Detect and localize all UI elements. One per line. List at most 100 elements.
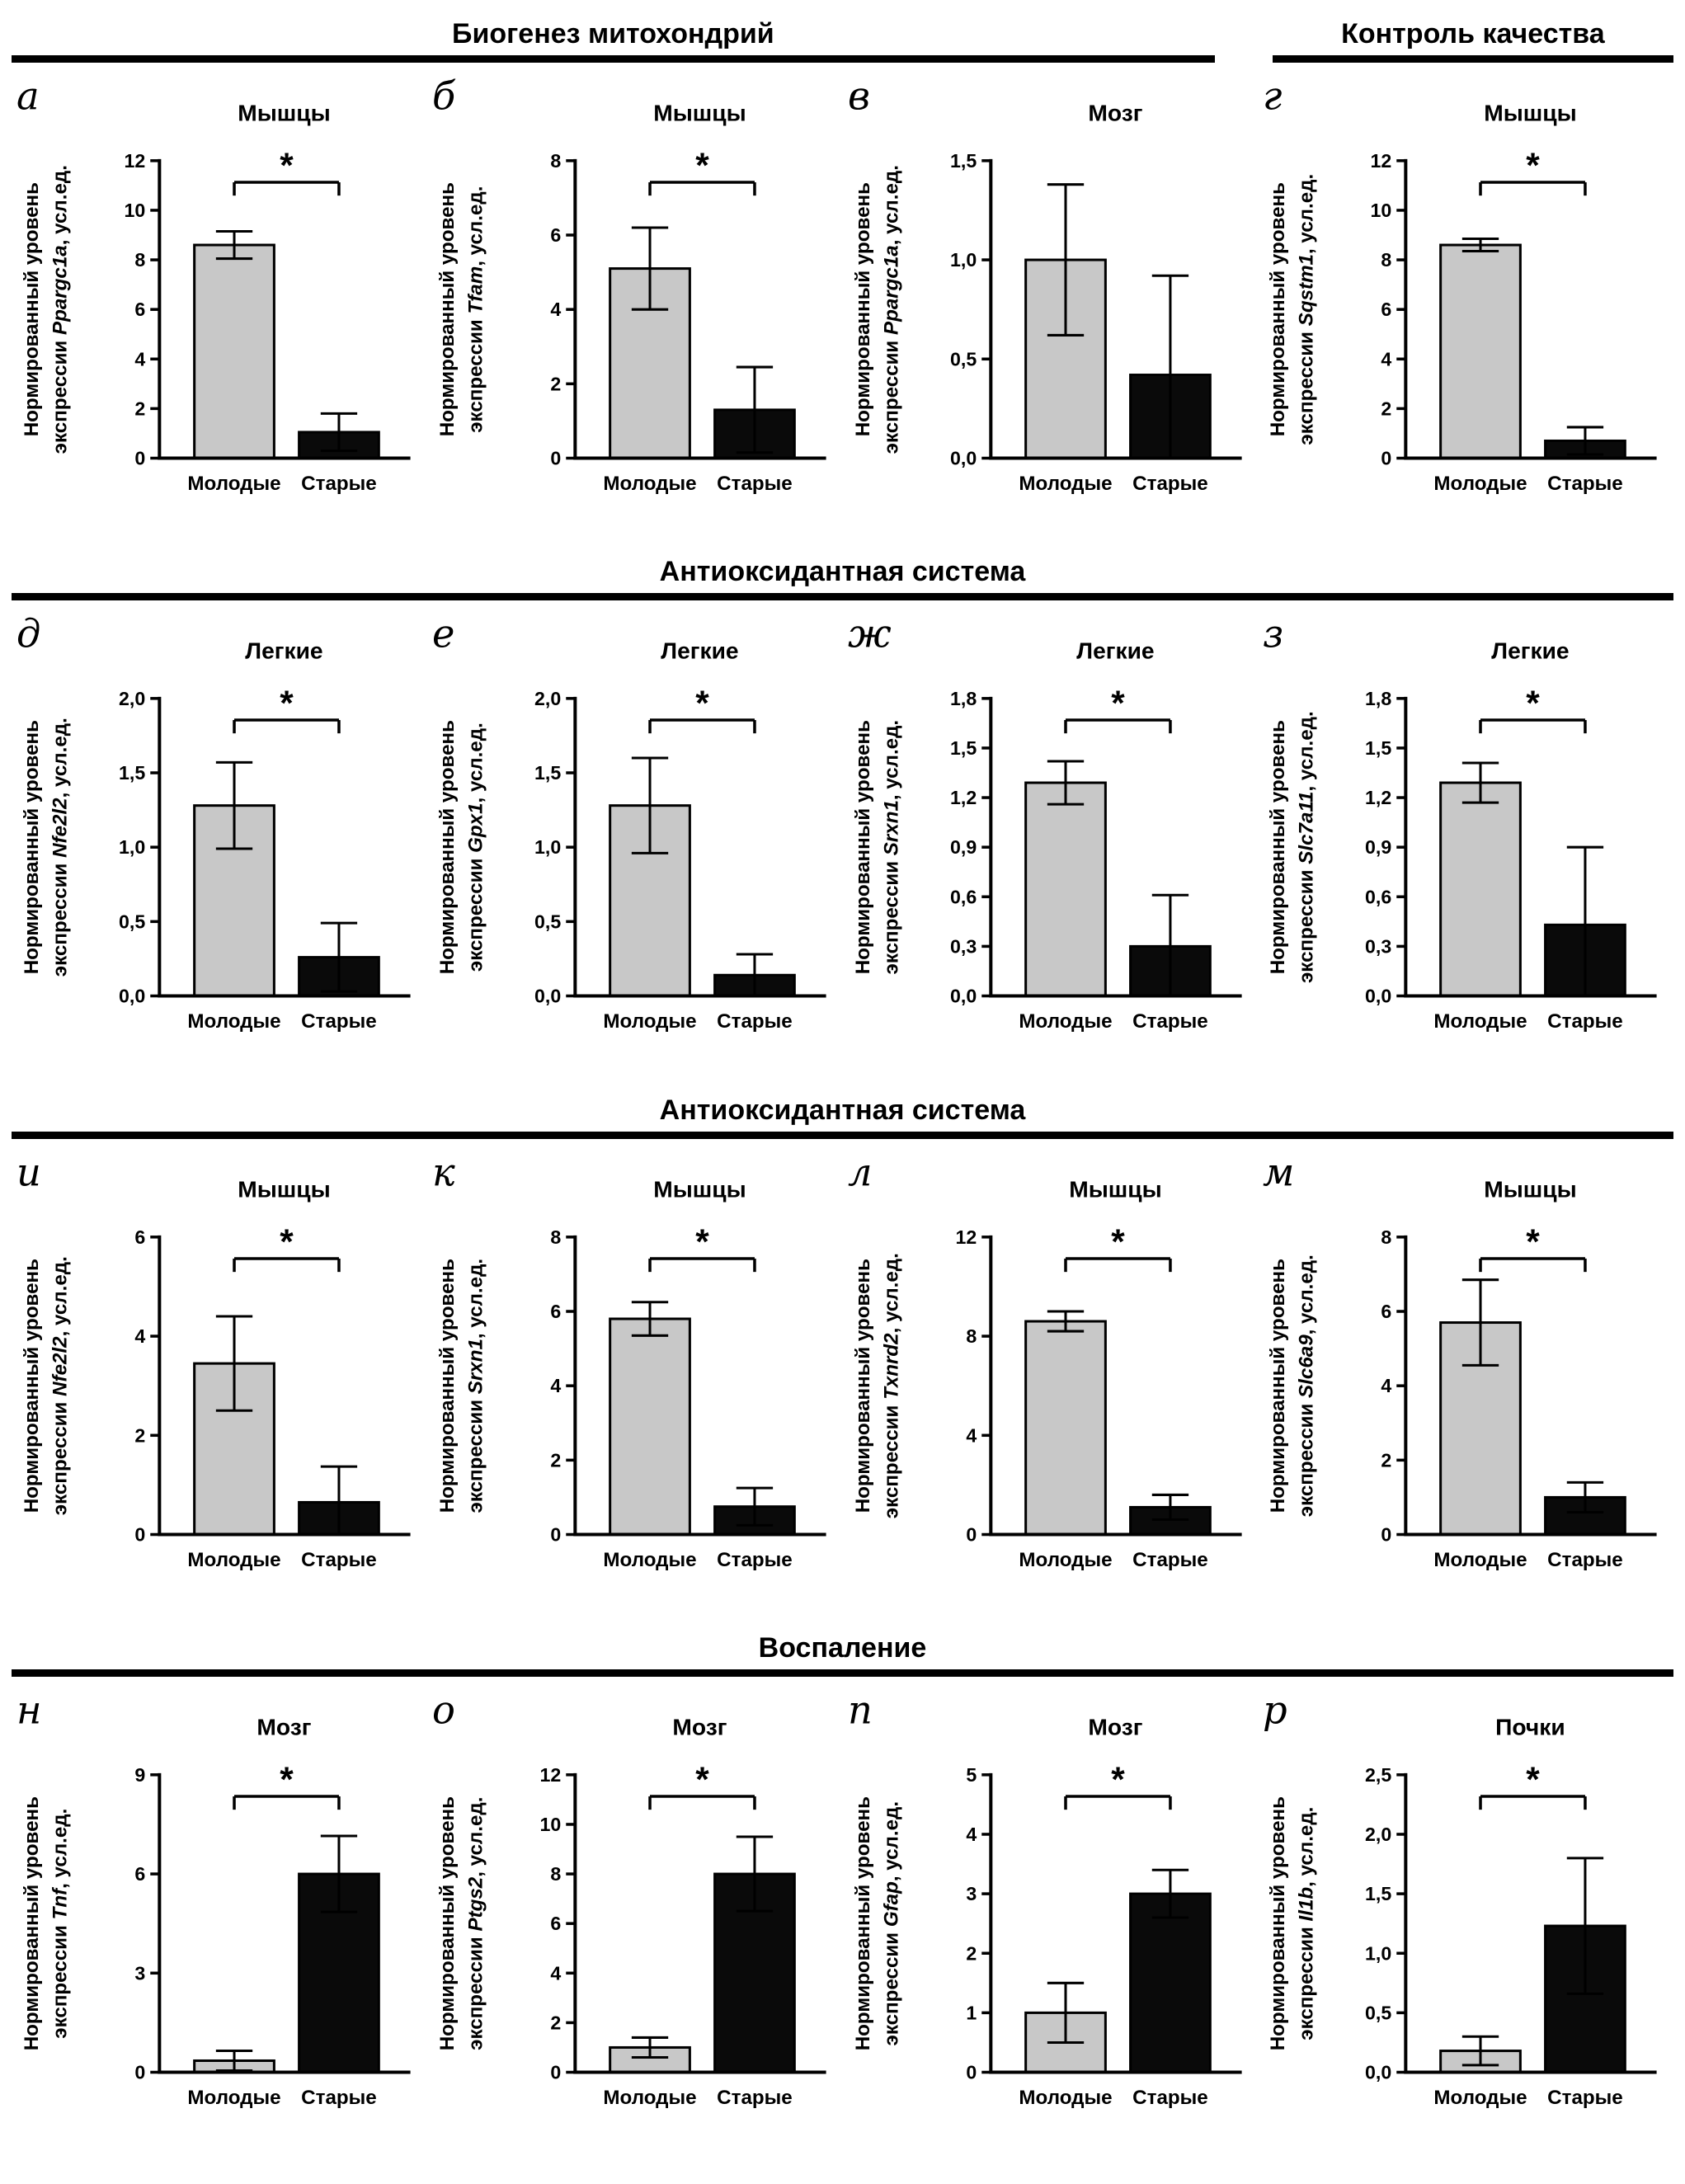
- y-tick-label: 4: [966, 1424, 977, 1446]
- y-tick-label: 2: [1381, 1449, 1392, 1471]
- x-category-label: Молодые: [1019, 2087, 1112, 2109]
- y-tick-label: 12: [1371, 150, 1392, 172]
- y-tick-label: 4: [966, 1824, 977, 1845]
- x-category-label: Молодые: [1434, 473, 1527, 495]
- section-1-block-main: Биогенез митохондрий: [12, 18, 1215, 64]
- bar-young: [1024, 781, 1107, 998]
- chart-title: Мышцы: [238, 1175, 330, 1202]
- y-tick-label: 4: [1381, 1375, 1392, 1396]
- y-axis-label-line1: Нормированный уровень: [21, 721, 43, 975]
- chart-panel-n: н Мозг Нормированный уровень экспрессии Tnf…: [12, 1682, 427, 2157]
- y-tick-label: 1,0: [534, 837, 561, 859]
- y-axis-label-line1: Нормированный уровень: [852, 721, 874, 975]
- significance-asterisk: *: [1526, 1222, 1540, 1261]
- y-tick-label: 6: [134, 1863, 145, 1885]
- y-tick-label: 0: [134, 448, 145, 469]
- x-category-label: Молодые: [603, 2087, 696, 2109]
- bar-chart: м Мышцы Нормированный уровень экспрессии Sl…: [1263, 1150, 1657, 1571]
- y-tick-label: 8: [550, 1863, 561, 1885]
- x-category-label: Молодые: [1019, 1010, 1112, 1033]
- y-axis-label-line2: экспрессии Sqstm1, усл.ед.: [1296, 174, 1318, 445]
- chart-title: Мышцы: [1484, 100, 1576, 126]
- charts-row-2: д Легкие Нормированный уровень экспрессии N…: [12, 605, 1673, 1080]
- section-header-1: Биогенез митохондрий Контроль качества: [12, 18, 1673, 64]
- y-tick-label: 0: [550, 448, 561, 469]
- bar-young: [1024, 1320, 1107, 1536]
- y-axis-label-line1: Нормированный уровень: [1267, 1259, 1289, 1513]
- section-rule: [12, 593, 1673, 601]
- y-tick-label: 3: [134, 1963, 145, 1984]
- y-tick-label: 1,8: [950, 688, 977, 709]
- y-axis-label-line2: экспрессии Slc6a9, усл.ед.: [1296, 1254, 1318, 1517]
- y-axis-label-line1: Нормированный уровень: [21, 1259, 43, 1513]
- chart-panel-i: и Мышцы Нормированный уровень экспрессии Nf…: [12, 1144, 427, 1619]
- x-category-label: Молодые: [603, 1549, 696, 1571]
- x-category-label: Молодые: [603, 473, 696, 495]
- y-axis-label-line1: Нормированный уровень: [1267, 1796, 1289, 2050]
- y-tick-label: 0,6: [1365, 887, 1391, 908]
- y-tick-label: 0,0: [534, 986, 561, 1007]
- bar-young: [1439, 781, 1523, 998]
- y-tick-label: 8: [550, 150, 561, 172]
- y-axis-label-line1: Нормированный уровень: [21, 1796, 43, 2050]
- panel-letter: б: [432, 73, 456, 118]
- chart-title: Легкие: [1076, 638, 1154, 664]
- section-rule: [12, 1669, 1673, 1678]
- x-category-label: Старые: [301, 1549, 377, 1571]
- y-tick-label: 2,0: [1365, 1824, 1391, 1845]
- panel-letter: к: [432, 1150, 455, 1194]
- section-4-block: Воспаление: [12, 1632, 1673, 1678]
- section-rule: [12, 1131, 1673, 1139]
- x-category-label: Старые: [1132, 1010, 1208, 1033]
- y-tick-label: 5: [966, 1764, 977, 1786]
- y-tick-label: 8: [966, 1325, 977, 1347]
- x-category-label: Старые: [1547, 1549, 1623, 1571]
- panel-letter: д: [16, 612, 40, 657]
- x-category-label: Старые: [301, 473, 377, 495]
- x-category-label: Молодые: [187, 1549, 280, 1571]
- section-title-antioxidant-system-2: Антиоксидантная система: [659, 1094, 1026, 1126]
- y-tick-label: 0: [550, 2062, 561, 2083]
- y-tick-label: 4: [134, 348, 145, 369]
- chart-panel-p: п Мозг Нормированный уровень экспрессии Gfa…: [843, 1682, 1259, 2157]
- y-axis-label-line1: Нормированный уровень: [852, 182, 874, 436]
- bar-chart: п Мозг Нормированный уровень экспрессии Gfa…: [848, 1688, 1242, 2109]
- panel-letter: а: [16, 73, 40, 118]
- y-axis-label-line2: экспрессии Ppargc1a, усл.ед.: [49, 165, 71, 454]
- y-tick-label: 2: [550, 374, 561, 395]
- charts-row-3: и Мышцы Нормированный уровень экспрессии Nf…: [12, 1144, 1673, 1619]
- y-axis-label-line2: экспрессии Txnrd2, усл.ед.: [880, 1253, 902, 1518]
- y-tick-label: 0,5: [1365, 2003, 1391, 2024]
- bar-young: [608, 1317, 691, 1536]
- section-title-quality-control: Контроль качества: [1341, 18, 1605, 49]
- x-category-label: Молодые: [1019, 473, 1112, 495]
- y-tick-label: 0,5: [119, 911, 145, 933]
- significance-asterisk: *: [1526, 684, 1540, 723]
- y-tick-label: 6: [550, 1913, 561, 1934]
- x-category-label: Старые: [1132, 473, 1208, 495]
- chart-title: Мышцы: [1069, 1175, 1161, 1202]
- bar-young: [1439, 243, 1523, 460]
- x-category-label: Молодые: [1434, 2087, 1527, 2109]
- chart-panel-d: д Легкие Нормированный уровень экспрессии N…: [12, 605, 427, 1080]
- y-tick-label: 12: [124, 150, 145, 172]
- x-category-label: Старые: [1547, 473, 1623, 495]
- panel-letter: о: [432, 1688, 455, 1733]
- x-category-label: Старые: [1132, 2087, 1208, 2109]
- y-tick-label: 0: [1381, 1523, 1392, 1545]
- y-tick-label: 8: [1381, 249, 1392, 271]
- significance-asterisk: *: [1111, 684, 1125, 723]
- significance-asterisk: *: [1526, 1760, 1540, 1799]
- y-tick-label: 0,5: [950, 348, 977, 369]
- y-axis-label-line1: Нормированный уровень: [21, 182, 43, 436]
- section-title-antioxidant-system-1: Антиоксидантная система: [659, 556, 1026, 588]
- y-axis-label-line2: экспрессии Slc7a11, усл.ед.: [1296, 712, 1318, 984]
- panel-letter: м: [1263, 1150, 1294, 1194]
- chart-title: Мышцы: [653, 1175, 746, 1202]
- y-tick-label: 0: [966, 1523, 977, 1545]
- panel-letter: ж: [848, 612, 892, 657]
- x-category-label: Молодые: [187, 2087, 280, 2109]
- bar-chart: л Мышцы Нормированный уровень экспрессии Tx…: [848, 1150, 1242, 1571]
- y-axis-label-line2: экспрессии Tfam, усл.ед.: [464, 186, 487, 433]
- y-tick-label: 0,6: [950, 887, 977, 908]
